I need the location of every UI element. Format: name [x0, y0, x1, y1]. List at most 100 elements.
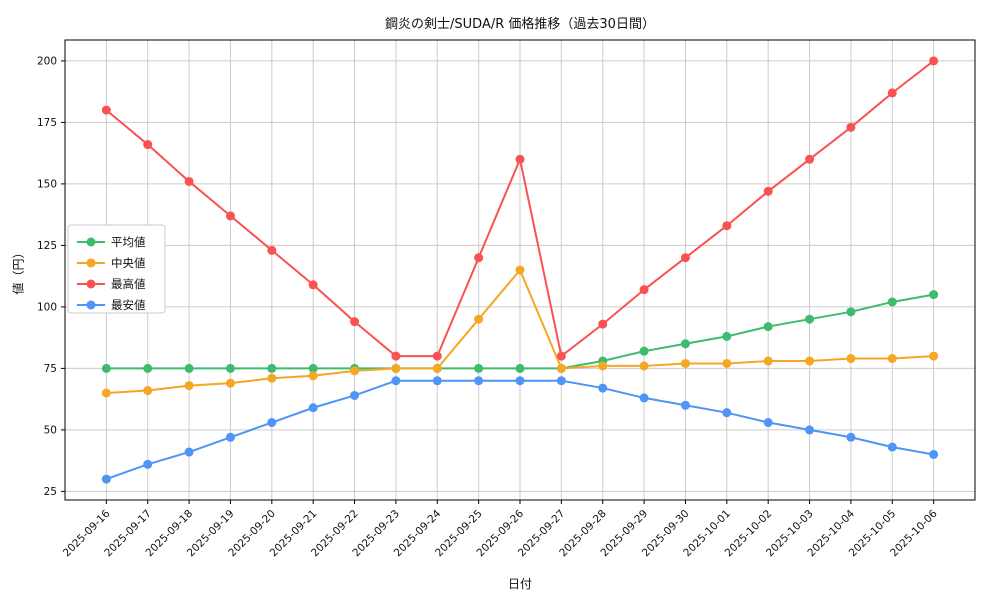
data-point	[556, 363, 566, 373]
data-point	[680, 339, 690, 349]
y-tick-label: 125	[37, 240, 57, 252]
data-point	[432, 363, 442, 373]
legend-label-0: 平均値	[111, 235, 146, 249]
data-point	[515, 363, 525, 373]
data-point	[350, 366, 360, 376]
data-point	[680, 253, 690, 263]
data-point	[474, 314, 484, 324]
data-point	[598, 319, 608, 329]
data-point	[184, 363, 194, 373]
data-point	[763, 356, 773, 366]
data-point	[805, 425, 815, 435]
data-point	[680, 400, 690, 410]
legend-marker	[86, 279, 96, 289]
data-point	[474, 376, 484, 386]
legend-marker	[86, 237, 96, 247]
data-point	[101, 363, 111, 373]
legend-label-2: 最高値	[111, 277, 146, 291]
data-point	[929, 290, 939, 300]
data-point	[515, 376, 525, 386]
legend-marker	[86, 258, 96, 268]
data-point	[846, 432, 856, 442]
y-tick-label: 100	[37, 301, 57, 313]
data-point	[474, 253, 484, 263]
data-point	[556, 376, 566, 386]
data-point	[887, 88, 897, 98]
data-point	[680, 358, 690, 368]
data-point	[598, 361, 608, 371]
data-point	[639, 285, 649, 295]
data-point	[929, 351, 939, 361]
data-point	[225, 211, 235, 221]
data-point	[184, 381, 194, 391]
data-point	[639, 346, 649, 356]
data-point	[432, 351, 442, 361]
data-point	[805, 154, 815, 164]
data-point	[887, 354, 897, 364]
data-point	[515, 265, 525, 275]
data-point	[887, 442, 897, 452]
data-point	[846, 354, 856, 364]
x-axis-label: 日付	[507, 577, 532, 591]
data-point	[184, 447, 194, 457]
y-tick-label: 50	[44, 424, 57, 436]
data-point	[267, 245, 277, 255]
data-point	[805, 314, 815, 324]
data-point	[722, 331, 732, 341]
data-point	[225, 378, 235, 388]
data-point	[143, 386, 153, 396]
legend-label-1: 中央値	[111, 256, 146, 270]
data-point	[308, 371, 318, 381]
data-point	[308, 280, 318, 290]
data-point	[267, 363, 277, 373]
data-point	[805, 356, 815, 366]
data-point	[846, 122, 856, 132]
data-point	[722, 358, 732, 368]
data-point	[267, 418, 277, 428]
data-point	[556, 351, 566, 361]
data-point	[929, 449, 939, 459]
data-point	[763, 418, 773, 428]
y-tick-label: 175	[37, 117, 57, 129]
data-point	[391, 376, 401, 386]
data-point	[474, 363, 484, 373]
data-point	[143, 363, 153, 373]
data-point	[722, 221, 732, 231]
y-tick-label: 75	[44, 363, 57, 375]
data-point	[225, 432, 235, 442]
data-point	[391, 351, 401, 361]
data-point	[639, 393, 649, 403]
data-point	[432, 376, 442, 386]
data-point	[101, 474, 111, 484]
data-point	[722, 408, 732, 418]
chart-title: 鋼炎の剣士/SUDA/R 価格推移（過去30日間）	[385, 17, 655, 32]
data-point	[763, 186, 773, 196]
data-point	[515, 154, 525, 164]
data-point	[143, 459, 153, 469]
data-point	[846, 307, 856, 317]
data-point	[929, 56, 939, 66]
data-point	[101, 388, 111, 398]
y-tick-label: 25	[44, 486, 57, 498]
data-point	[887, 297, 897, 307]
legend-label-3: 最安値	[111, 298, 146, 312]
data-point	[143, 140, 153, 150]
data-point	[350, 317, 360, 327]
data-point	[184, 176, 194, 186]
y-tick-label: 150	[37, 178, 57, 190]
legend-marker	[86, 300, 96, 310]
data-point	[350, 390, 360, 400]
data-point	[225, 363, 235, 373]
data-point	[267, 373, 277, 383]
data-point	[391, 363, 401, 373]
legend-box	[67, 224, 166, 314]
data-point	[101, 105, 111, 115]
data-point	[598, 383, 608, 393]
data-point	[308, 403, 318, 413]
y-tick-label: 200	[37, 55, 57, 67]
data-point	[639, 361, 649, 371]
data-point	[308, 363, 318, 373]
data-point	[763, 322, 773, 332]
